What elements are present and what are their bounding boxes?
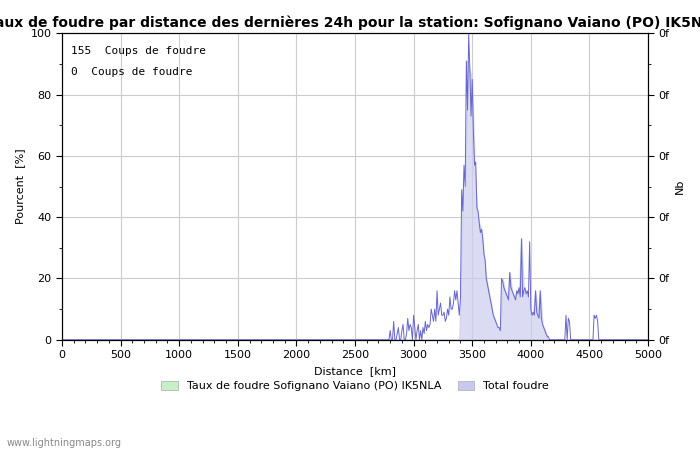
Text: www.lightningmaps.org: www.lightningmaps.org	[7, 438, 122, 448]
Text: 0  Coups de foudre: 0 Coups de foudre	[71, 67, 192, 77]
Title: Taux de foudre par distance des dernières 24h pour la station: Sofignano Vaiano : Taux de foudre par distance des dernière…	[0, 15, 700, 30]
Legend: Taux de foudre Sofignano Vaiano (PO) IK5NLA, Total foudre: Taux de foudre Sofignano Vaiano (PO) IK5…	[157, 376, 554, 396]
Y-axis label: Pourcent  [%]: Pourcent [%]	[15, 149, 25, 225]
Y-axis label: Nb: Nb	[675, 179, 685, 194]
X-axis label: Distance  [km]: Distance [km]	[314, 366, 396, 376]
Text: 155  Coups de foudre: 155 Coups de foudre	[71, 46, 206, 56]
